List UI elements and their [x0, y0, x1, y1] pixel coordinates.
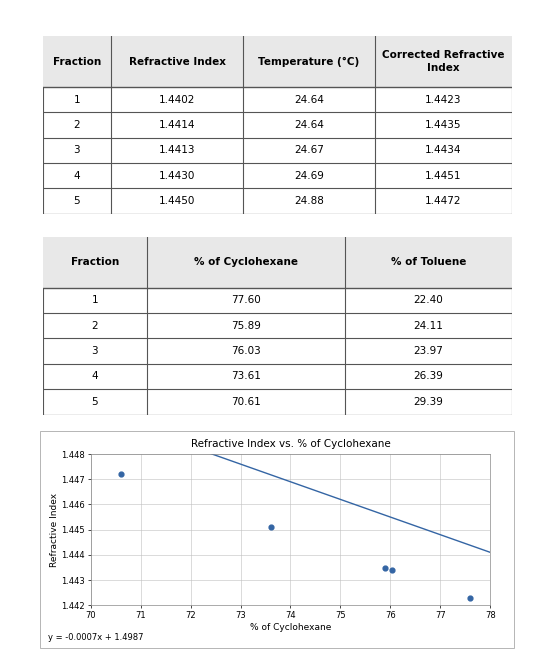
- Text: 29.39: 29.39: [414, 397, 443, 407]
- Text: Fraction: Fraction: [71, 257, 119, 267]
- Y-axis label: Refractive Index: Refractive Index: [50, 493, 59, 567]
- Text: 22.40: 22.40: [414, 295, 443, 305]
- Text: % of Cyclohexane: % of Cyclohexane: [194, 257, 298, 267]
- Text: 73.61: 73.61: [231, 372, 261, 382]
- Text: 26.39: 26.39: [414, 372, 443, 382]
- Text: 1.4435: 1.4435: [425, 120, 462, 130]
- Point: [117, 469, 125, 480]
- Text: Fraction: Fraction: [53, 57, 101, 66]
- Text: Refractive Index: Refractive Index: [128, 57, 225, 66]
- Point: [466, 592, 474, 603]
- Text: 2: 2: [92, 320, 98, 331]
- Text: 1.4402: 1.4402: [159, 95, 195, 105]
- Text: 5: 5: [92, 397, 98, 407]
- Text: 1.4423: 1.4423: [425, 95, 462, 105]
- Text: 75.89: 75.89: [231, 320, 261, 331]
- Bar: [43, 237, 512, 288]
- Title: Refractive Index vs. % of Cyclohexane: Refractive Index vs. % of Cyclohexane: [191, 439, 390, 449]
- Text: 1.4430: 1.4430: [159, 171, 195, 181]
- Text: 23.97: 23.97: [414, 346, 443, 356]
- Text: 24.88: 24.88: [294, 196, 324, 206]
- Text: 70.61: 70.61: [231, 397, 261, 407]
- Point: [387, 565, 396, 575]
- Text: 2: 2: [74, 120, 80, 130]
- Text: Corrected Refractive
Index: Corrected Refractive Index: [382, 51, 504, 73]
- Text: 24.64: 24.64: [294, 120, 324, 130]
- Text: 24.69: 24.69: [294, 171, 324, 181]
- Text: 24.11: 24.11: [414, 320, 443, 331]
- Text: 1.4413: 1.4413: [159, 145, 195, 155]
- Text: 1: 1: [92, 295, 98, 305]
- Text: 77.60: 77.60: [231, 295, 261, 305]
- Text: 1.4450: 1.4450: [159, 196, 195, 206]
- Bar: [43, 36, 512, 87]
- Text: 3: 3: [92, 346, 98, 356]
- Text: 1.4414: 1.4414: [159, 120, 195, 130]
- Text: 3: 3: [74, 145, 80, 155]
- Text: y = -0.0007x + 1.4987: y = -0.0007x + 1.4987: [48, 632, 143, 642]
- Text: 5: 5: [74, 196, 80, 206]
- Text: 24.64: 24.64: [294, 95, 324, 105]
- Text: 4: 4: [74, 171, 80, 181]
- Point: [266, 522, 275, 532]
- Text: 1.4451: 1.4451: [425, 171, 462, 181]
- Text: 24.67: 24.67: [294, 145, 324, 155]
- Text: % of Toluene: % of Toluene: [391, 257, 466, 267]
- X-axis label: % of Cyclohexane: % of Cyclohexane: [250, 622, 331, 632]
- Text: 1.4434: 1.4434: [425, 145, 462, 155]
- Text: 76.03: 76.03: [231, 346, 261, 356]
- Text: Temperature (°C): Temperature (°C): [258, 57, 359, 66]
- Text: 1.4472: 1.4472: [425, 196, 462, 206]
- Text: 4: 4: [92, 372, 98, 382]
- Text: 1: 1: [74, 95, 80, 105]
- Point: [381, 562, 389, 572]
